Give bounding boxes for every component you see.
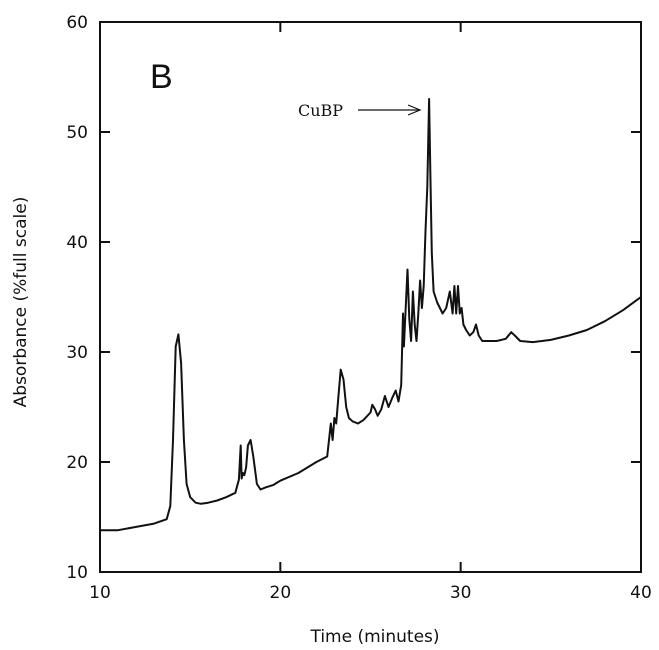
x-tick-label: 30 (450, 583, 472, 603)
y-axis-ticks: 10 20 30 40 50 60 (66, 13, 641, 583)
series-line (100, 98, 642, 532)
annotation-label: CuBP (298, 101, 343, 120)
panel-label: B (150, 58, 173, 96)
y-tick-label: 50 (66, 123, 88, 143)
plot-frame (99, 21, 642, 573)
y-tick-label: 10 (66, 563, 88, 583)
x-tick-label: 20 (270, 583, 292, 603)
x-tick-label: 10 (89, 583, 111, 603)
x-axis-title: Time (minutes) (309, 627, 439, 647)
y-tick-label: 60 (66, 13, 88, 33)
annotation-arrowhead (407, 104, 422, 116)
y-tick-label: 40 (66, 233, 88, 253)
y-tick-label: 20 (66, 453, 88, 473)
y-axis-title: Absorbance (%full scale) (11, 197, 31, 408)
x-axis-ticks: 10 20 30 40 (89, 22, 652, 603)
plot-border (99, 21, 642, 573)
annotation-layer: CuBP (298, 101, 422, 120)
series-layer (100, 98, 642, 532)
x-tick-label: 40 (630, 583, 652, 603)
y-tick-label: 30 (66, 343, 88, 363)
